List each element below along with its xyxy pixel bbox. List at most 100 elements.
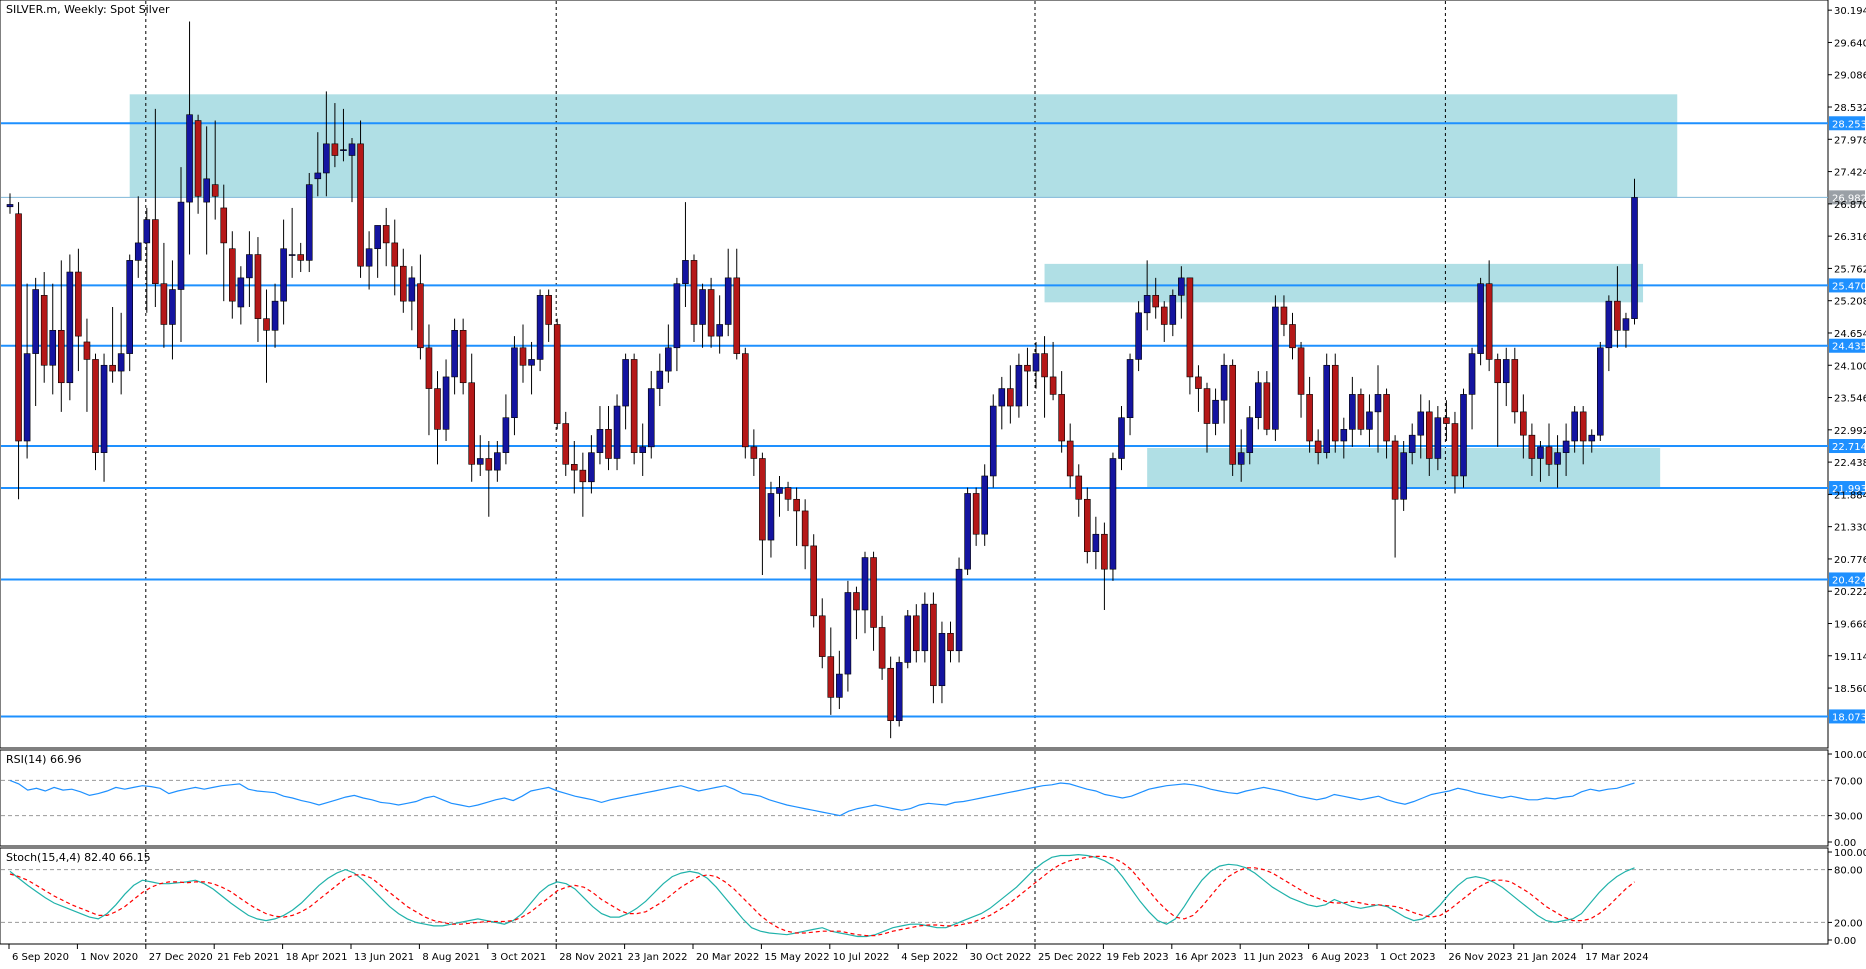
level-tag-6 (1829, 572, 1865, 587)
candle-163 (1391, 435, 1399, 558)
price-tick-label-9: 25.762 (1834, 264, 1866, 275)
stoch-title: Stoch(15,4,4) 82.40 66.15 (6, 851, 151, 864)
candle-body-up (186, 114, 193, 203)
stoch-panel[interactable]: 100.00 80.00 20.00 0.00 Stoch(15,4,4) 82.40… (0, 847, 1866, 947)
candle-180 (1537, 441, 1544, 482)
candle-25 (211, 120, 219, 220)
candle-138 (1178, 266, 1185, 319)
rsi-panel[interactable]: 100.00 70.00 30.00 0.00 RSI(14) 66.96 (0, 749, 1866, 849)
chart-title: SILVER.m, Weekly: Spot Silver (6, 3, 170, 16)
candle-160 (1366, 394, 1373, 447)
candle-107 (912, 604, 920, 663)
candle-34 (288, 207, 296, 278)
time-tick-label-24: 17 Mar 2024 (1585, 952, 1648, 963)
candle-5 (40, 272, 48, 383)
stoch-levels (1, 869, 1828, 923)
candle-body-down (1075, 475, 1083, 500)
candle-body-up (536, 295, 544, 360)
candle-13 (109, 306, 116, 383)
candle-142 (1212, 388, 1219, 436)
price-tick-label-18: 20.776 (1834, 555, 1866, 566)
candle-body-down (605, 429, 612, 459)
candle-body-down (947, 632, 954, 652)
candle-87 (741, 347, 749, 459)
candle-44 (374, 225, 381, 278)
candle-body-down (1024, 364, 1031, 372)
candle-body-down (1195, 376, 1202, 389)
candle-82 (699, 283, 706, 348)
rsi-panel-frame (0, 749, 1829, 847)
candle-body-down (425, 347, 433, 389)
candle-100 (853, 586, 860, 640)
candle-78 (665, 324, 672, 383)
candle-81 (690, 254, 698, 342)
candle-body-down (750, 446, 758, 459)
candle-body-up (844, 592, 852, 675)
candle-110 (938, 621, 946, 704)
candle-body-down (1007, 388, 1014, 407)
candle-27 (229, 231, 236, 319)
candle-body-up (246, 254, 253, 279)
candle-body-up (323, 143, 330, 174)
candle-body-down (1229, 364, 1236, 465)
candle-96 (818, 598, 826, 669)
price-tick-label-1: 30.194 (1834, 6, 1866, 17)
candle-53 (451, 318, 458, 395)
candle-body-up (656, 370, 664, 389)
candle-body-down (1511, 359, 1519, 413)
candle-37 (314, 132, 322, 197)
candle-3 (23, 283, 31, 459)
candle-17 (143, 207, 151, 313)
candle-93 (793, 487, 800, 546)
candle-91 (776, 475, 783, 517)
candle-55 (468, 353, 476, 482)
candle-body-up (340, 149, 347, 151)
candle-body-up (1605, 300, 1613, 349)
candle-body-down (391, 242, 399, 267)
candle-148 (1263, 371, 1271, 436)
candle-47 (399, 248, 407, 313)
candle-168 (1434, 406, 1442, 471)
candle-body-up (408, 277, 416, 302)
candle-body-down (1614, 300, 1621, 331)
time-axis: 6 Sep 2020 1 Nov 2020 27 Dec 2020 21 Feb 20… (8, 944, 1649, 963)
candle-body-down (1545, 446, 1553, 465)
time-tick-label-14: 4 Sep 2022 (901, 952, 958, 963)
candle-9 (75, 248, 82, 372)
candle-136 (1160, 301, 1168, 342)
candle-body-up (1143, 295, 1151, 314)
time-tick-label-23: 21 Jan 2024 (1517, 952, 1577, 963)
candle-body-down (434, 388, 441, 430)
candle-99 (844, 580, 852, 692)
candle-body-down (399, 265, 407, 302)
candle-body-up (365, 248, 373, 267)
candle-86 (733, 248, 741, 360)
candle-132 (1126, 353, 1134, 436)
candle-body-down (733, 277, 741, 354)
candle-191 (1631, 178, 1638, 325)
candle-body-up (1537, 446, 1544, 459)
candle-57 (485, 441, 493, 517)
candle-90 (767, 481, 775, 558)
candle-body-up (476, 458, 484, 465)
time-tick-label-21: 1 Oct 2023 (1380, 952, 1435, 963)
price-panel[interactable]: 28.253 25.470 24.435 22.714 21.993 20.424 18.0… (0, 0, 1866, 749)
candle-body-up (203, 178, 210, 203)
candle-173 (1477, 277, 1484, 366)
candle-98 (836, 650, 843, 710)
candle-body-down (1066, 440, 1074, 477)
candle-body-down (211, 184, 219, 197)
candle-10 (83, 318, 91, 412)
candle-40 (340, 108, 347, 162)
candle-body-down (1186, 277, 1194, 378)
candle-body-down (810, 545, 818, 617)
candle-body-up (271, 300, 279, 331)
level-tag-label-5: 21.993 (1832, 484, 1866, 495)
candle-body-up (1460, 394, 1467, 477)
candle-body-down (1451, 423, 1459, 477)
candle-body-up (1015, 364, 1023, 407)
candle-56 (476, 435, 484, 476)
candle-body-down (485, 458, 493, 471)
candle-137 (1169, 289, 1177, 337)
stoch-tick-label-2: 80.00 (1834, 866, 1863, 877)
